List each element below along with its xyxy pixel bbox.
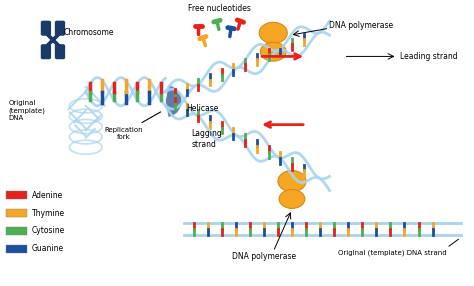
Text: Free nucleotides: Free nucleotides [188,4,251,13]
Text: Lagging
strand: Lagging strand [191,129,222,149]
FancyBboxPatch shape [41,44,51,59]
FancyBboxPatch shape [6,227,27,235]
Wedge shape [165,85,182,117]
Text: Replication
fork: Replication fork [104,112,161,140]
Text: Leading strand: Leading strand [400,52,457,61]
Text: Original (template) DNA strand: Original (template) DNA strand [338,249,447,256]
Text: Guanine: Guanine [32,244,64,253]
Ellipse shape [259,22,287,43]
FancyBboxPatch shape [6,245,27,253]
FancyBboxPatch shape [6,191,27,199]
FancyBboxPatch shape [41,21,51,36]
Text: Thymine: Thymine [32,208,65,218]
FancyBboxPatch shape [55,21,65,36]
Ellipse shape [278,170,306,192]
Ellipse shape [260,42,286,61]
Text: DNA polymerase: DNA polymerase [329,21,393,30]
Text: DNA polymerase: DNA polymerase [232,252,296,261]
Text: Original
(template)
DNA: Original (template) DNA [9,100,46,121]
Ellipse shape [279,190,305,208]
Text: Adenine: Adenine [32,191,63,200]
Text: Chromosome: Chromosome [63,28,114,37]
FancyBboxPatch shape [6,209,27,217]
Text: Helicase: Helicase [187,104,219,113]
FancyBboxPatch shape [55,44,65,59]
Text: Cytosine: Cytosine [32,227,65,235]
